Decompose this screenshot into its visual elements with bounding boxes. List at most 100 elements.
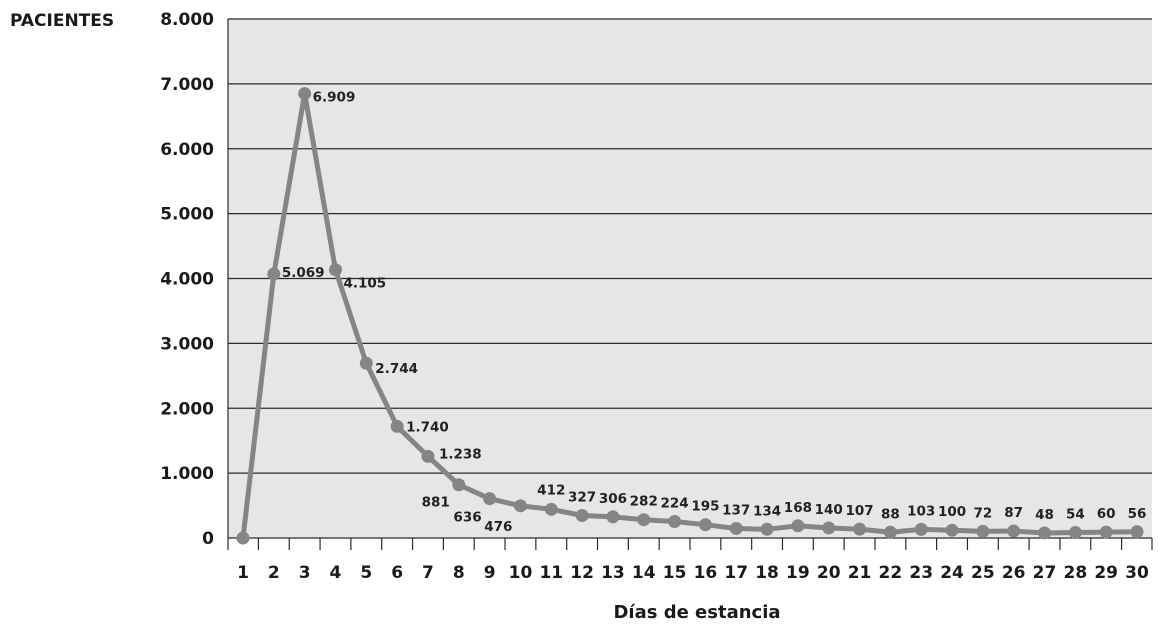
x-tick-label: 29 [1094, 563, 1118, 583]
data-label: 107 [845, 503, 873, 519]
data-point [1130, 525, 1144, 539]
data-point [390, 419, 404, 433]
x-tick-label: 24 [940, 563, 964, 583]
y-axis-title: PACIENTES [10, 11, 114, 31]
data-label: 87 [1004, 505, 1023, 521]
x-tick-label: 8 [453, 563, 465, 583]
x-tick-label: 16 [694, 563, 718, 583]
x-tick-label: 4 [330, 563, 342, 583]
y-tick-label: 7.000 [160, 75, 214, 95]
y-tick-labels: 0 1.000 2.000 3.000 4.000 5.000 6.000 7.000 8.00… [160, 10, 214, 549]
series-pacientes [236, 87, 1144, 545]
x-tick-label: 7 [422, 563, 434, 583]
data-point [976, 524, 990, 538]
gridlines [227, 18, 1152, 539]
x-tick-label: 11 [539, 563, 563, 583]
x-tick-label: 9 [484, 563, 496, 583]
data-label: 168 [784, 500, 812, 516]
x-tick-label: 17 [724, 563, 748, 583]
data-label: 54 [1066, 507, 1085, 523]
x-tick-label: 27 [1033, 563, 1057, 583]
data-label: 56 [1128, 506, 1147, 522]
data-point [544, 502, 558, 516]
data-label: 306 [599, 491, 627, 507]
data-label: 88 [881, 506, 900, 522]
x-tick-label: 26 [1002, 563, 1026, 583]
data-label: 1.740 [406, 419, 449, 435]
data-label: 1.238 [439, 446, 482, 462]
data-point [483, 492, 497, 506]
data-point [298, 87, 312, 101]
data-point [945, 523, 959, 537]
x-tick-label: 20 [817, 563, 841, 583]
data-label: 195 [691, 499, 719, 515]
data-point [760, 522, 774, 536]
data-label: 282 [630, 494, 658, 510]
data-point [883, 525, 897, 539]
y-tick-label: 8.000 [160, 10, 214, 30]
data-label: 881 [422, 495, 450, 511]
y-tick-label: 6.000 [160, 140, 214, 160]
x-tick-label: 23 [909, 563, 933, 583]
data-label: 5.069 [282, 265, 325, 281]
data-point [668, 515, 682, 529]
data-label: 6.909 [313, 90, 356, 106]
x-tick-label: 10 [509, 563, 533, 583]
data-label: 140 [815, 502, 843, 518]
data-point [513, 499, 527, 513]
y-tick-label: 0 [202, 529, 214, 549]
data-label: 100 [938, 504, 966, 520]
data-point [791, 519, 805, 533]
data-label: 48 [1035, 507, 1054, 523]
x-tick-label: 15 [663, 563, 687, 583]
data-label: 72 [973, 505, 992, 521]
x-tick-marks [227, 538, 1153, 550]
data-label: 224 [660, 496, 688, 512]
data-label: 137 [722, 502, 750, 518]
x-tick-label: 5 [360, 563, 372, 583]
y-tick-label: 4.000 [160, 270, 214, 290]
x-tick-label: 2 [268, 563, 280, 583]
x-tick-label: 13 [601, 563, 625, 583]
data-label: 60 [1097, 506, 1116, 522]
data-point [452, 478, 466, 492]
x-tick-label: 1 [237, 563, 249, 583]
data-label: 4.105 [343, 276, 386, 292]
data-point [575, 508, 589, 522]
data-point [1038, 526, 1052, 540]
x-tick-label: 18 [755, 563, 779, 583]
data-label: 327 [568, 489, 596, 505]
data-label: 412 [537, 482, 565, 498]
y-tick-label: 5.000 [160, 205, 214, 225]
data-label: 476 [484, 519, 512, 535]
data-point [1068, 526, 1082, 540]
data-point [328, 263, 342, 277]
data-point [421, 449, 435, 463]
data-label: 2.744 [375, 361, 418, 377]
x-tick-label: 22 [879, 563, 903, 583]
y-tick-label: 2.000 [160, 399, 214, 419]
data-label: 103 [907, 503, 935, 519]
x-tick-labels: 1 2 3 4 5 6 7 8 9 10 11 12 13 14 15 16 17 18 19 20 21 22 23 24 2… [237, 563, 1149, 583]
x-tick-label: 12 [570, 563, 594, 583]
data-point [606, 510, 620, 524]
data-point [729, 521, 743, 535]
data-point [267, 267, 281, 281]
data-point [236, 531, 250, 545]
data-label: 636 [453, 510, 481, 526]
data-point [1099, 525, 1113, 539]
data-point [1007, 524, 1021, 538]
x-tick-label: 19 [786, 563, 810, 583]
data-point [853, 522, 867, 536]
x-tick-label: 25 [971, 563, 995, 583]
x-tick-label: 6 [391, 563, 403, 583]
x-tick-label: 30 [1125, 563, 1149, 583]
x-tick-label: 21 [848, 563, 872, 583]
data-point [822, 521, 836, 535]
data-label: 134 [753, 503, 781, 519]
x-tick-label: 28 [1064, 563, 1088, 583]
y-tick-label: 1.000 [160, 464, 214, 484]
data-point [359, 356, 373, 370]
x-tick-label: 3 [299, 563, 311, 583]
